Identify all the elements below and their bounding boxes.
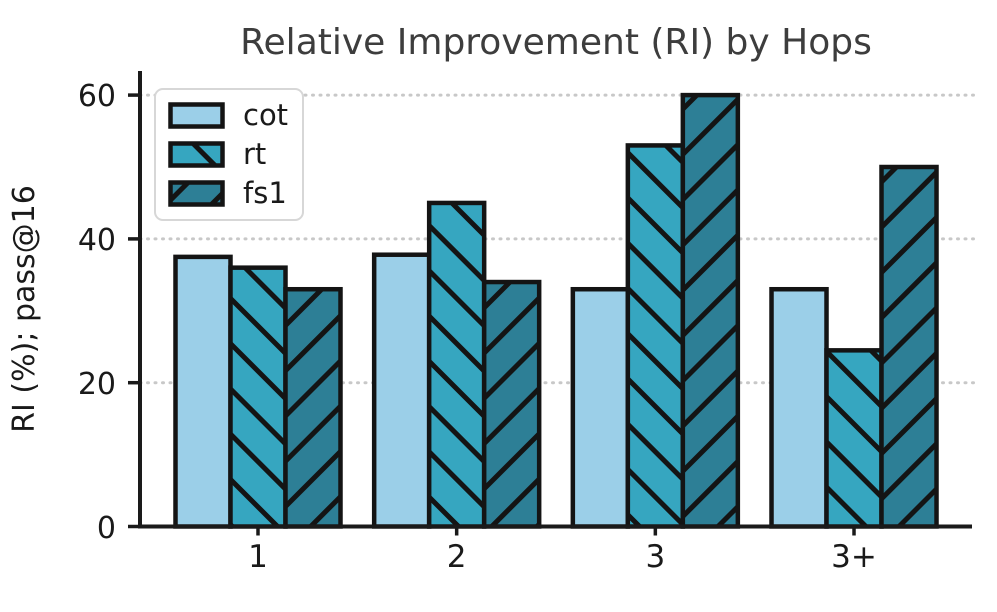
legend-item-fs1: fs1 bbox=[168, 179, 290, 208]
legend-swatch-fs1-icon bbox=[168, 180, 225, 207]
bar-cot-hops-2 bbox=[374, 254, 430, 527]
x-tick-label-3: 3 bbox=[645, 539, 666, 575]
bar-hatch bbox=[881, 167, 937, 527]
y-axis-label: RI (%); pass@16 bbox=[7, 185, 42, 433]
x-tick-label-2: 2 bbox=[446, 539, 467, 575]
bar-hatch bbox=[230, 267, 286, 527]
bar-hatch bbox=[627, 145, 683, 527]
legend-item-cot: cot bbox=[168, 101, 290, 130]
legend-label-fs1: fs1 bbox=[243, 176, 287, 210]
bar-hatch bbox=[484, 282, 540, 527]
bar-cot-hops-3 bbox=[572, 289, 628, 527]
y-tick-label-0: 0 bbox=[96, 510, 116, 546]
bar-hatch bbox=[285, 289, 341, 527]
y-tick-label-60: 60 bbox=[77, 79, 116, 115]
legend-label-cot: cot bbox=[243, 98, 289, 132]
bar-hatch bbox=[429, 202, 485, 527]
x-tick-label-3+: 3+ bbox=[831, 539, 877, 575]
legend-swatch-rt-icon bbox=[168, 141, 225, 168]
bar-hatch bbox=[682, 95, 738, 527]
legend-swatch-cot-icon bbox=[168, 102, 225, 129]
y-tick-label-40: 40 bbox=[77, 222, 116, 258]
x-tick-label-1: 1 bbox=[248, 539, 268, 575]
legend-item-rt: rt bbox=[168, 140, 290, 169]
y-tick-label-20: 20 bbox=[77, 366, 116, 402]
legend: cot rt fs1 bbox=[154, 88, 304, 221]
legend-label-rt: rt bbox=[243, 137, 267, 171]
bar-cot-hops-3+ bbox=[771, 289, 827, 527]
bar-cot-hops-1 bbox=[175, 256, 231, 527]
chart-title: Relative Improvement (RI) by Hops bbox=[240, 22, 872, 63]
bar-hatch bbox=[826, 350, 882, 527]
